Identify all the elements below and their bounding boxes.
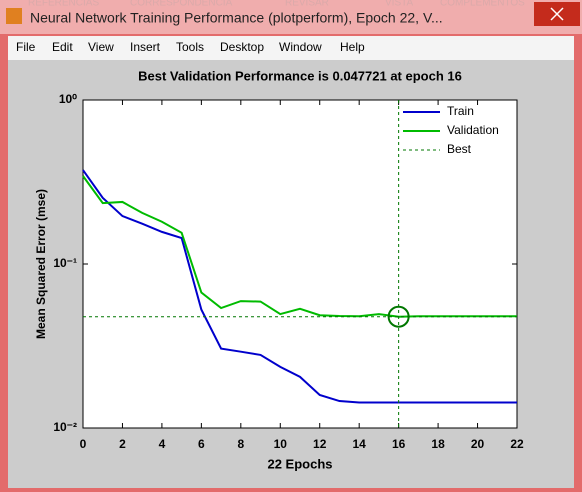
best-marker: [387, 305, 410, 328]
x-tick-label: 8: [237, 437, 244, 451]
app-icon: [6, 8, 22, 24]
x-tick-label: 4: [159, 437, 166, 451]
menu-item[interactable]: Insert: [130, 40, 161, 54]
x-tick-label: 12: [313, 437, 327, 451]
menu-bar: [8, 36, 574, 60]
legend-label: Best: [447, 142, 472, 156]
menu-item[interactable]: Window: [279, 40, 322, 54]
x-tick-label: 10: [274, 437, 288, 451]
y-tick-label: 10⁰: [59, 92, 77, 106]
x-tick-label: 14: [353, 437, 367, 451]
y-axis-label: Mean Squared Error (mse): [34, 189, 48, 339]
menu-item[interactable]: Help: [340, 40, 365, 54]
x-tick-label: 2: [119, 437, 126, 451]
series-line: [82, 169, 517, 404]
chart-title: Best Validation Performance is 0.047721 …: [138, 68, 462, 83]
x-tick-label: 18: [431, 437, 445, 451]
x-tick-label: 6: [198, 437, 205, 451]
title-bar: [0, 0, 582, 34]
y-tick-label: 10⁻²: [53, 420, 77, 434]
x-tick-label: 0: [80, 437, 87, 451]
menu-item[interactable]: View: [88, 40, 114, 54]
menu-item[interactable]: Desktop: [220, 40, 264, 54]
menu-item[interactable]: File: [16, 40, 36, 54]
x-tick-label: 20: [471, 437, 485, 451]
menu-item[interactable]: Edit: [52, 40, 73, 54]
x-axis-label: 22 Epochs: [267, 456, 332, 471]
x-tick-label: 22: [510, 437, 524, 451]
y-tick-label: 10⁻¹: [53, 256, 77, 270]
x-tick-label: 16: [392, 437, 406, 451]
close-icon: [550, 7, 564, 21]
menu-item[interactable]: Tools: [176, 40, 204, 54]
window-title: Neural Network Training Performance (plo…: [30, 10, 443, 26]
legend-label: Validation: [447, 123, 499, 137]
legend-label: Train: [447, 104, 474, 118]
